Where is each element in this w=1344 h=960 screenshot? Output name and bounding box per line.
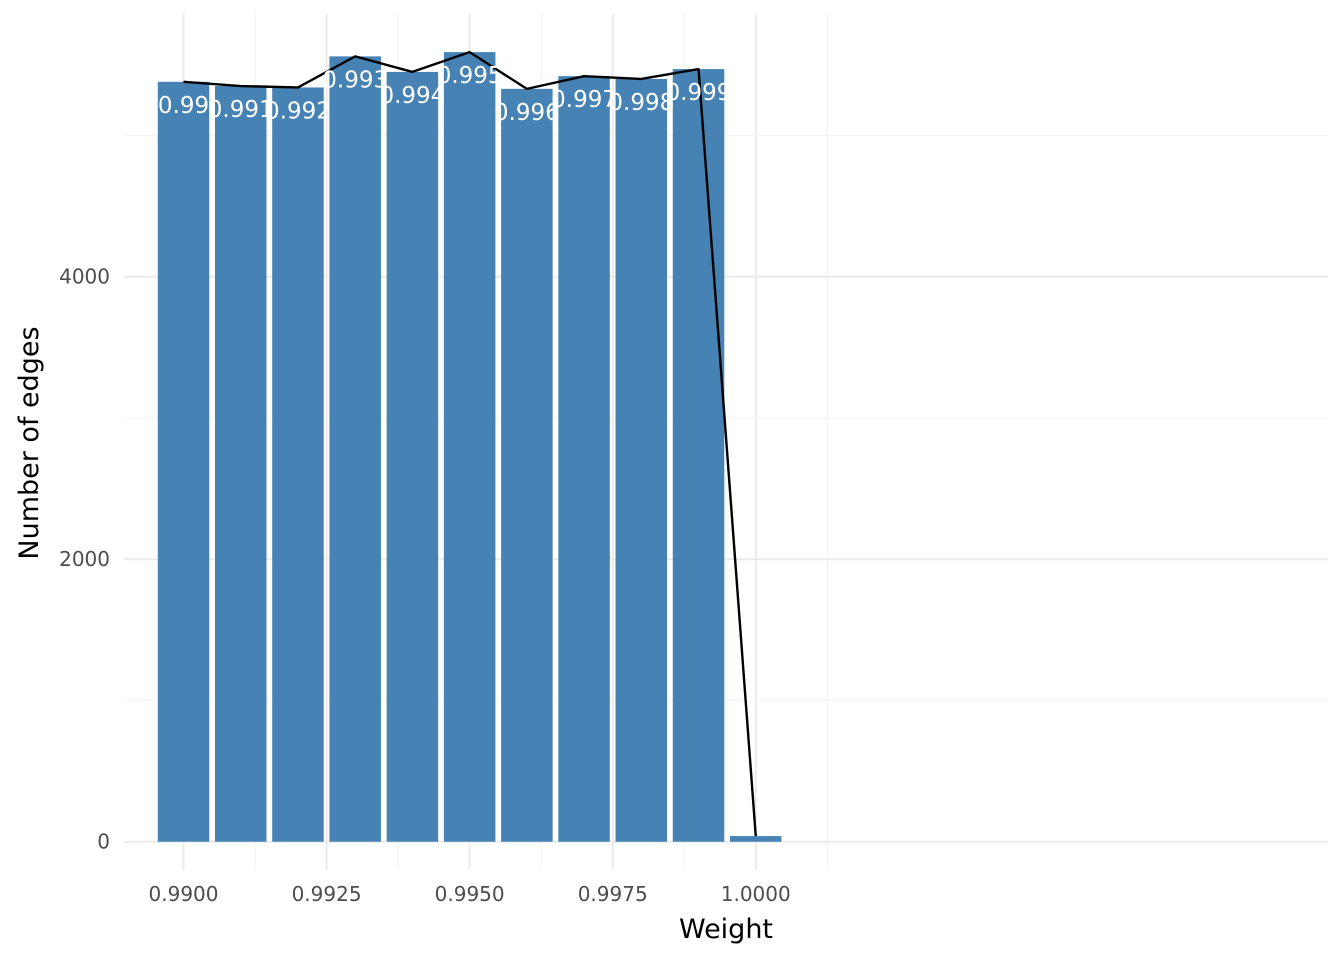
x-tick-label: 0.9975 xyxy=(578,882,648,906)
bar-data-label: 0.996 xyxy=(494,100,560,126)
x-axis-title: Weight xyxy=(679,914,773,945)
bar xyxy=(214,86,267,842)
bar xyxy=(672,69,725,842)
bar xyxy=(501,88,553,842)
trend-line xyxy=(183,50,757,837)
bar xyxy=(157,81,210,842)
bar-data-label: 0.998 xyxy=(608,90,674,116)
bar xyxy=(730,836,782,842)
y-tick-label: 2000 xyxy=(59,547,110,571)
x-tick-label: 1.0000 xyxy=(721,882,791,906)
bar xyxy=(615,78,668,842)
bar-data-label: 0.994 xyxy=(379,83,445,109)
y-tick-label: 0 xyxy=(97,830,110,854)
bar xyxy=(443,52,496,842)
x-tick-label: 0.9950 xyxy=(435,882,505,906)
bars xyxy=(157,52,782,842)
bar xyxy=(558,76,610,842)
series-line xyxy=(183,50,757,837)
bar-data-label: 0.999 xyxy=(666,80,732,106)
x-tick-label: 0.9900 xyxy=(149,882,219,906)
bar xyxy=(272,87,324,842)
bar-data-label: 0.997 xyxy=(551,87,617,113)
bar xyxy=(386,71,439,842)
data-labels: 0.990.9910.9920.9930.9940.9950.9960.9970… xyxy=(158,63,732,126)
bar-data-label: 0.992 xyxy=(265,98,331,124)
y-tick-label: 4000 xyxy=(59,265,110,289)
bar-data-label: 0.99 xyxy=(158,93,209,119)
x-axis-tick-labels: 0.9900 0.9925 0.9950 0.9975 1.0000 xyxy=(149,882,791,906)
bar-data-label: 0.991 xyxy=(208,97,274,123)
x-tick-label: 0.9925 xyxy=(292,882,362,906)
bar-data-label: 0.995 xyxy=(437,63,503,89)
y-axis-tick-labels: 0 2000 4000 xyxy=(59,265,110,854)
bar xyxy=(329,56,381,842)
bar-data-label: 0.993 xyxy=(322,67,388,93)
y-axis-title: Number of edges xyxy=(14,326,45,559)
